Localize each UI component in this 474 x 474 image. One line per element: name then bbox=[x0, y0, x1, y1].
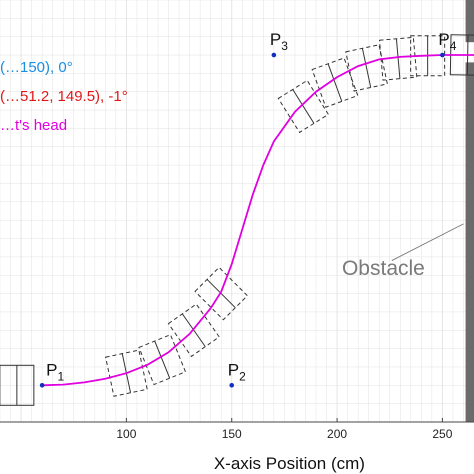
robot-pose bbox=[138, 334, 187, 386]
waypoint-marker bbox=[39, 383, 45, 388]
waypoint-label: P1 bbox=[46, 360, 64, 383]
legend-entry: (…51.2, 149.5), -1° bbox=[0, 88, 128, 105]
waypoint-marker bbox=[440, 52, 445, 58]
obstacle-label: Obstacle bbox=[342, 257, 425, 280]
robot-pose bbox=[167, 303, 220, 358]
legend-entry: …t's head bbox=[0, 117, 67, 134]
obstacle-pointer-line bbox=[391, 223, 464, 261]
waypoint-marker bbox=[271, 52, 277, 58]
waypoint-label: P3 bbox=[270, 30, 288, 53]
legend-entry: (…150), 0° bbox=[0, 59, 73, 76]
legend: (…150), 0° (…51.2, 149.5), -1° …t's head bbox=[0, 59, 128, 134]
waypoint-label: P2 bbox=[228, 360, 246, 383]
x-tick-label: 200 bbox=[327, 427, 347, 441]
trajectory-line bbox=[42, 54, 474, 387]
robot-pose bbox=[345, 44, 388, 92]
x-ticks: 100 150 200 250 bbox=[116, 418, 453, 441]
grid bbox=[0, 0, 474, 423]
waypoint-marker bbox=[229, 383, 235, 388]
obstacle-block bbox=[465, 62, 474, 423]
obstacle-top-block bbox=[465, 0, 474, 43]
robot-pose bbox=[0, 364, 35, 406]
x-tick-label: 150 bbox=[222, 427, 242, 441]
robot-pose bbox=[277, 79, 330, 134]
waypoint-label: P4 bbox=[438, 30, 456, 53]
robot-pose bbox=[194, 266, 249, 321]
robot-pose bbox=[378, 36, 418, 81]
robot-pose bbox=[311, 57, 359, 108]
x-axis-title: X-axis Position (cm) bbox=[214, 454, 365, 473]
x-tick-label: 250 bbox=[432, 427, 452, 441]
x-tick-label: 100 bbox=[116, 427, 136, 441]
